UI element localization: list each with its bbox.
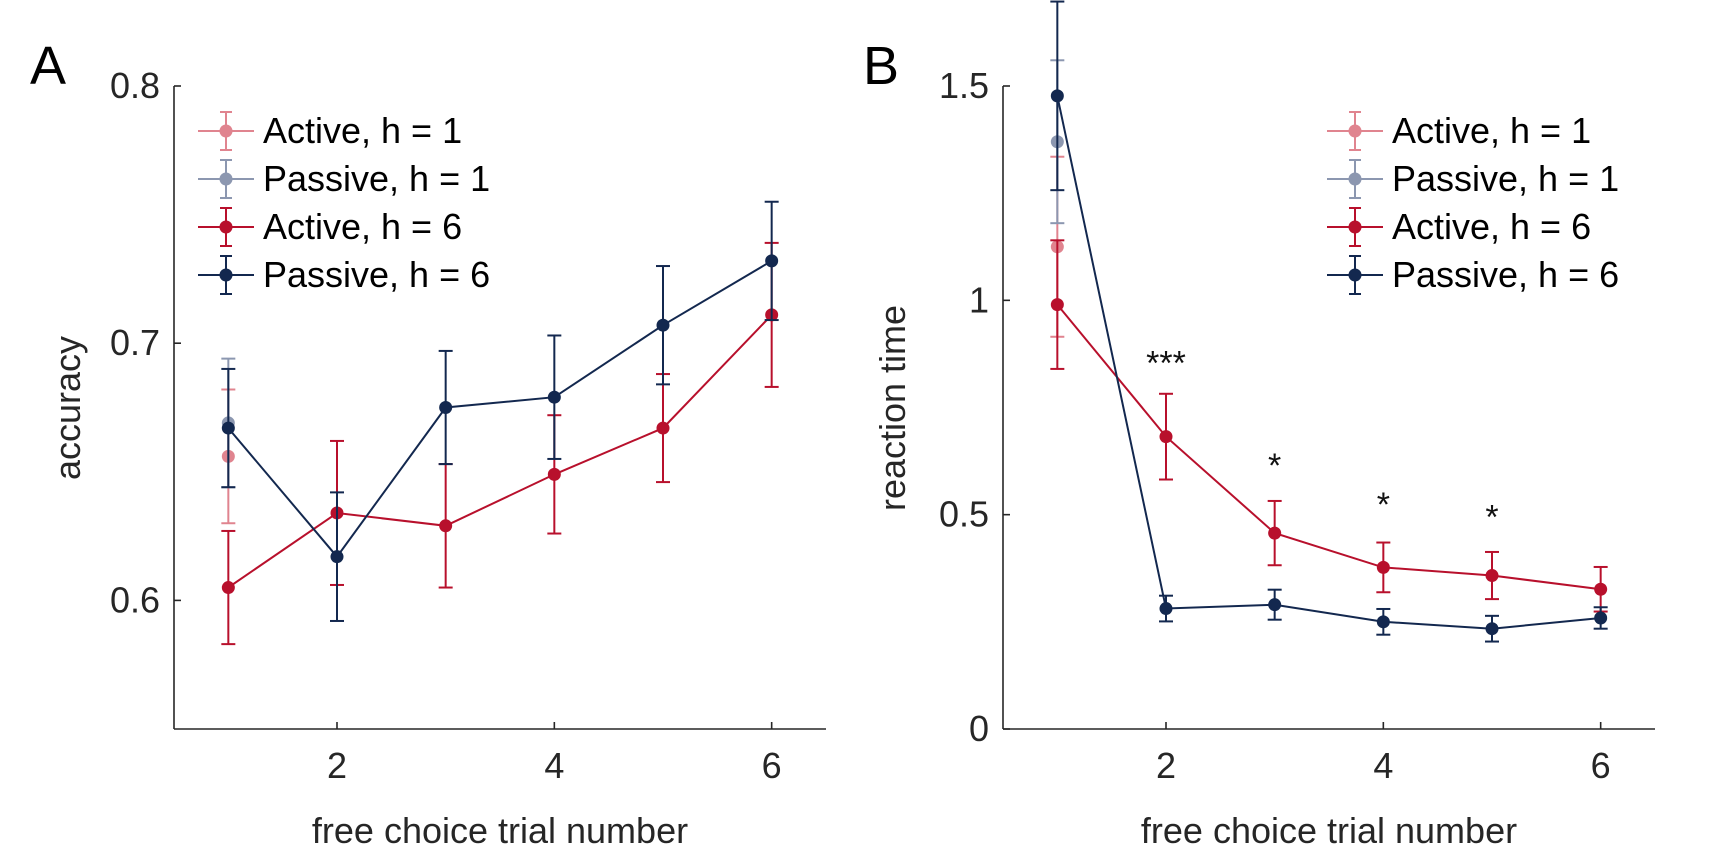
- series-line: [227, 260, 773, 559]
- legend-marker: [1348, 172, 1362, 186]
- data-point: [439, 401, 453, 414]
- legend-label: Passive, h = 6: [263, 254, 490, 295]
- data-point: [1159, 602, 1173, 616]
- legend-entry: Active, h = 1: [1327, 110, 1591, 151]
- panel-b: B 0 0.5 1 1.5 2 4 6 Active, h = 1 Passive, h = …: [863, 0, 1655, 848]
- panel-a-y-label: accuracy: [47, 336, 88, 480]
- significance-marker: *: [1268, 447, 1281, 485]
- data-point: [330, 550, 344, 564]
- data-point: [221, 421, 235, 435]
- y-tick-label: 0.7: [110, 322, 160, 363]
- significance-marker: *: [1485, 499, 1498, 537]
- legend-entry: Passive, h = 6: [1327, 254, 1619, 295]
- panel-b-x-label: free choice trial number: [1141, 810, 1517, 848]
- data-point: [656, 318, 670, 332]
- data-point: [1485, 569, 1499, 583]
- panel-a: A 0.6 0.7 0.8 2 4 6 Active, h = 1 Passive, h =…: [30, 36, 826, 848]
- data-point: [1050, 298, 1064, 312]
- legend-marker: [219, 268, 233, 282]
- data-point: [1376, 560, 1390, 574]
- significance-marker: ***: [1146, 344, 1186, 382]
- series-2: [221, 241, 779, 646]
- x-tick-label: 2: [1156, 745, 1176, 786]
- data-point: [1485, 622, 1499, 636]
- legend-label: Passive, h = 6: [1392, 254, 1619, 295]
- legend-marker: [1348, 268, 1362, 282]
- series-line: [227, 314, 773, 589]
- data-point: [221, 581, 235, 595]
- legend-label: Active, h = 6: [263, 206, 462, 247]
- x-tick-label: 6: [762, 745, 782, 786]
- legend-label: Passive, h = 1: [1392, 158, 1619, 199]
- data-point: [1268, 526, 1282, 540]
- legend-marker: [219, 172, 233, 186]
- legend-marker: [1348, 124, 1362, 138]
- y-tick-label: 1.5: [939, 65, 989, 106]
- data-point: [1594, 611, 1608, 625]
- data-point: [1594, 582, 1608, 596]
- series-line: [1056, 303, 1601, 591]
- data-point: [547, 390, 561, 404]
- y-tick-label: 0.5: [939, 494, 989, 535]
- data-point: [1376, 615, 1390, 629]
- legend-label: Active, h = 6: [1392, 206, 1591, 247]
- legend-entry: Active, h = 6: [1327, 206, 1591, 247]
- data-point: [1268, 598, 1282, 612]
- series-2: [1050, 239, 1608, 613]
- data-point: [765, 254, 779, 268]
- legend-entry: Active, h = 6: [198, 206, 462, 247]
- x-tick-label: 6: [1591, 745, 1611, 786]
- panel-a-letter: A: [30, 36, 66, 96]
- y-tick-label: 1: [969, 279, 989, 320]
- legend-marker: [219, 220, 233, 234]
- data-point: [656, 421, 670, 435]
- data-point: [1159, 430, 1173, 444]
- y-tick-label: 0: [969, 708, 989, 749]
- x-tick-label: 4: [1373, 745, 1393, 786]
- legend-entry: Passive, h = 1: [1327, 158, 1619, 199]
- y-tick-label: 0.8: [110, 65, 160, 106]
- x-tick-label: 4: [544, 745, 564, 786]
- series-line: [1056, 95, 1601, 630]
- legend-label: Active, h = 1: [1392, 110, 1591, 151]
- data-point: [439, 519, 453, 533]
- data-point: [1050, 89, 1064, 103]
- legend-entry: Passive, h = 6: [198, 254, 490, 295]
- legend-marker: [1348, 220, 1362, 234]
- legend-marker: [219, 124, 233, 138]
- legend-label: Active, h = 1: [263, 110, 462, 151]
- panel-b-letter: B: [863, 36, 899, 96]
- series-3: [1050, 0, 1608, 643]
- series-3: [221, 200, 779, 622]
- data-point: [547, 467, 561, 481]
- x-tick-label: 2: [327, 745, 347, 786]
- legend-entry: Passive, h = 1: [198, 158, 490, 199]
- legend-label: Passive, h = 1: [263, 158, 490, 199]
- legend-entry: Active, h = 1: [198, 110, 462, 151]
- panel-b-y-label: reaction time: [872, 305, 913, 511]
- panel-a-x-label: free choice trial number: [312, 810, 688, 848]
- significance-marker: *: [1377, 486, 1390, 524]
- y-tick-label: 0.6: [110, 579, 160, 620]
